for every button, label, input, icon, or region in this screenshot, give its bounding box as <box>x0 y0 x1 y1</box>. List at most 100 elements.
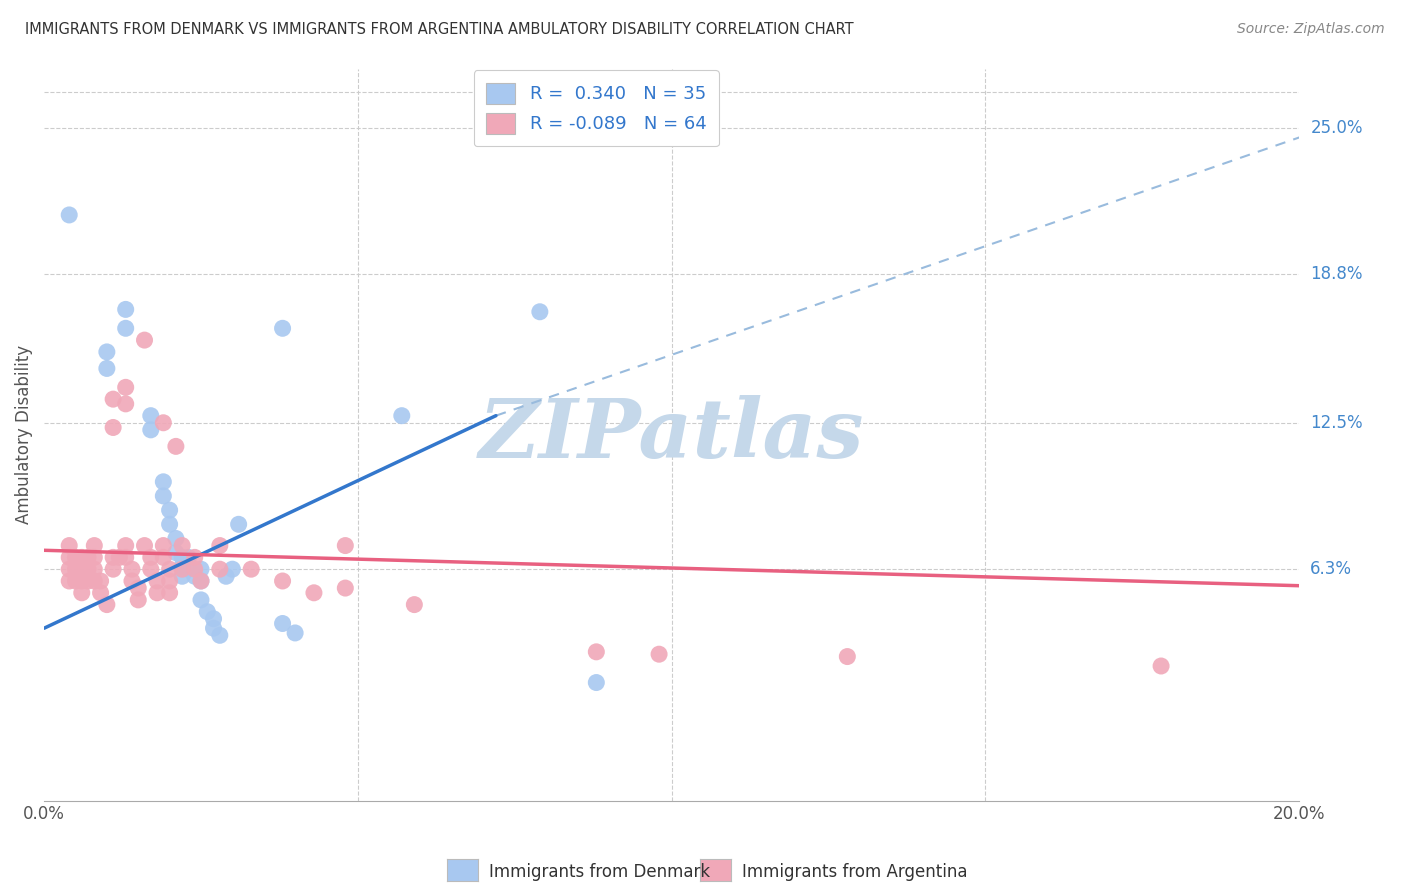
Point <box>271 616 294 631</box>
Point <box>58 539 80 553</box>
Point <box>529 305 551 319</box>
Point <box>152 475 174 489</box>
Point <box>65 550 87 565</box>
Point <box>152 489 174 503</box>
Point <box>183 550 205 565</box>
Point <box>70 574 93 588</box>
Point <box>114 380 136 394</box>
Point <box>172 569 194 583</box>
Point <box>165 439 187 453</box>
Point <box>90 586 112 600</box>
Point <box>271 321 294 335</box>
Point <box>208 539 231 553</box>
Point <box>101 420 124 434</box>
Point <box>208 628 231 642</box>
Point <box>177 550 200 565</box>
Point <box>159 562 181 576</box>
Point <box>221 562 243 576</box>
Point <box>177 562 200 576</box>
Point <box>121 574 143 588</box>
Point <box>83 550 105 565</box>
Point <box>183 569 205 583</box>
Point <box>302 586 325 600</box>
Point <box>146 586 169 600</box>
Point <box>83 562 105 576</box>
Y-axis label: Ambulatory Disability: Ambulatory Disability <box>15 345 32 524</box>
Point <box>159 586 181 600</box>
Point <box>391 409 413 423</box>
Point <box>90 574 112 588</box>
Point <box>127 593 149 607</box>
Point <box>70 550 93 565</box>
Point <box>101 550 124 565</box>
Point <box>335 539 357 553</box>
Point <box>1150 659 1173 673</box>
Point <box>152 550 174 565</box>
Point <box>152 539 174 553</box>
Point <box>134 539 156 553</box>
Point <box>228 517 250 532</box>
Point <box>335 581 357 595</box>
Point <box>65 574 87 588</box>
Point <box>585 675 607 690</box>
Point <box>77 550 100 565</box>
Point <box>114 397 136 411</box>
Point <box>139 562 162 576</box>
Point <box>65 562 87 576</box>
Point <box>108 550 131 565</box>
Point <box>165 546 187 560</box>
Point <box>202 612 225 626</box>
Point <box>139 423 162 437</box>
Point <box>139 409 162 423</box>
Point <box>159 517 181 532</box>
Point <box>70 586 93 600</box>
Point <box>134 333 156 347</box>
Point <box>648 647 671 661</box>
Point <box>404 598 426 612</box>
Text: ZIPatlas: ZIPatlas <box>479 394 865 475</box>
Point <box>190 562 212 576</box>
Point <box>202 621 225 635</box>
Point <box>152 416 174 430</box>
Point <box>165 532 187 546</box>
Point <box>58 208 80 222</box>
Point <box>271 574 294 588</box>
Point <box>83 539 105 553</box>
Point <box>208 562 231 576</box>
Point <box>70 562 93 576</box>
Point <box>58 562 80 576</box>
Point <box>190 574 212 588</box>
Point <box>195 605 218 619</box>
Text: 18.8%: 18.8% <box>1310 265 1362 283</box>
Text: 6.3%: 6.3% <box>1310 560 1353 578</box>
Text: Immigrants from Denmark: Immigrants from Denmark <box>489 863 710 881</box>
Point <box>284 626 307 640</box>
Point <box>215 569 238 583</box>
Text: Immigrants from Argentina: Immigrants from Argentina <box>742 863 967 881</box>
Point <box>183 562 205 576</box>
Text: 12.5%: 12.5% <box>1310 414 1362 432</box>
Point <box>114 302 136 317</box>
Point <box>101 392 124 406</box>
Point <box>58 550 80 565</box>
Point <box>190 593 212 607</box>
Point <box>172 559 194 574</box>
Point <box>114 550 136 565</box>
Point <box>77 562 100 576</box>
Point <box>585 645 607 659</box>
Point <box>114 321 136 335</box>
Point <box>172 539 194 553</box>
Legend: R =  0.340   N = 35, R = -0.089   N = 64: R = 0.340 N = 35, R = -0.089 N = 64 <box>474 70 718 146</box>
Point <box>127 581 149 595</box>
Point <box>159 503 181 517</box>
Point <box>96 598 118 612</box>
Point <box>172 562 194 576</box>
Point <box>96 345 118 359</box>
Point <box>83 574 105 588</box>
Point <box>139 550 162 565</box>
Point <box>146 574 169 588</box>
Point <box>96 361 118 376</box>
Point <box>121 562 143 576</box>
Point <box>101 562 124 576</box>
Text: 25.0%: 25.0% <box>1310 119 1362 136</box>
